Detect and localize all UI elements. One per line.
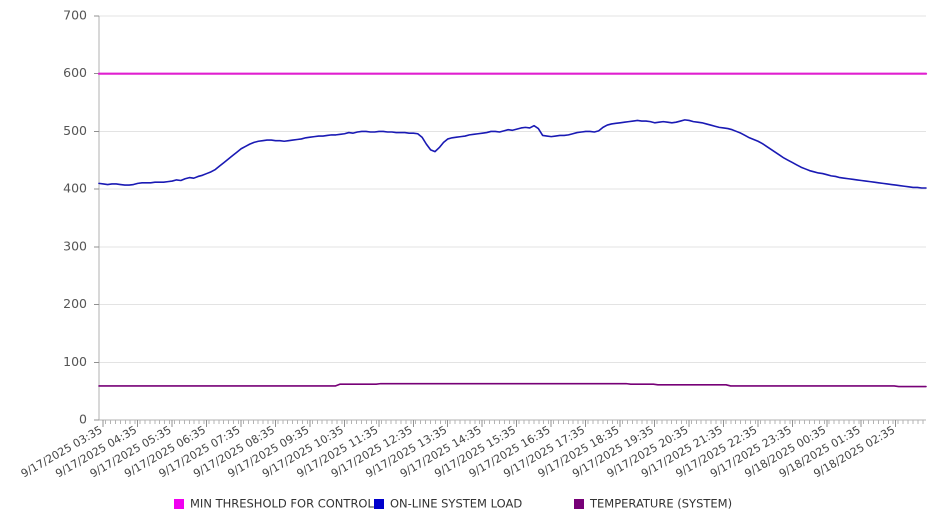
axis-lines [94,15,926,421]
y-tick-label: 200 [63,296,87,311]
legend-swatch-1 [374,499,384,509]
legend-label-1: ON-LINE SYSTEM LOAD [390,497,522,511]
y-tick-label: 600 [63,65,87,80]
series-line-on-line-system-load [98,119,927,189]
series-line-temperature-system [98,382,927,388]
y-tick-label: 0 [79,412,87,427]
legend-swatch-0 [174,499,184,509]
x-axis-ticks [102,420,924,427]
y-axis-tick-labels: 0 100 200 300 400 500 600 700 [63,8,87,427]
y-tick-label: 500 [63,123,87,138]
legend-label-2: TEMPERATURE (SYSTEM) [589,497,732,511]
y-tick-label: 100 [63,354,87,369]
y-tick-label: 700 [63,8,87,23]
legend-label-0: MIN THRESHOLD FOR CONTROL [190,497,374,511]
y-tick-label: 400 [63,181,87,196]
legend-swatch-2 [574,499,584,509]
series-plot-group [97,72,928,388]
y-tick-label: 300 [63,238,87,253]
chart-legend: MIN THRESHOLD FOR CONTROL ON-LINE SYSTEM … [174,497,732,511]
